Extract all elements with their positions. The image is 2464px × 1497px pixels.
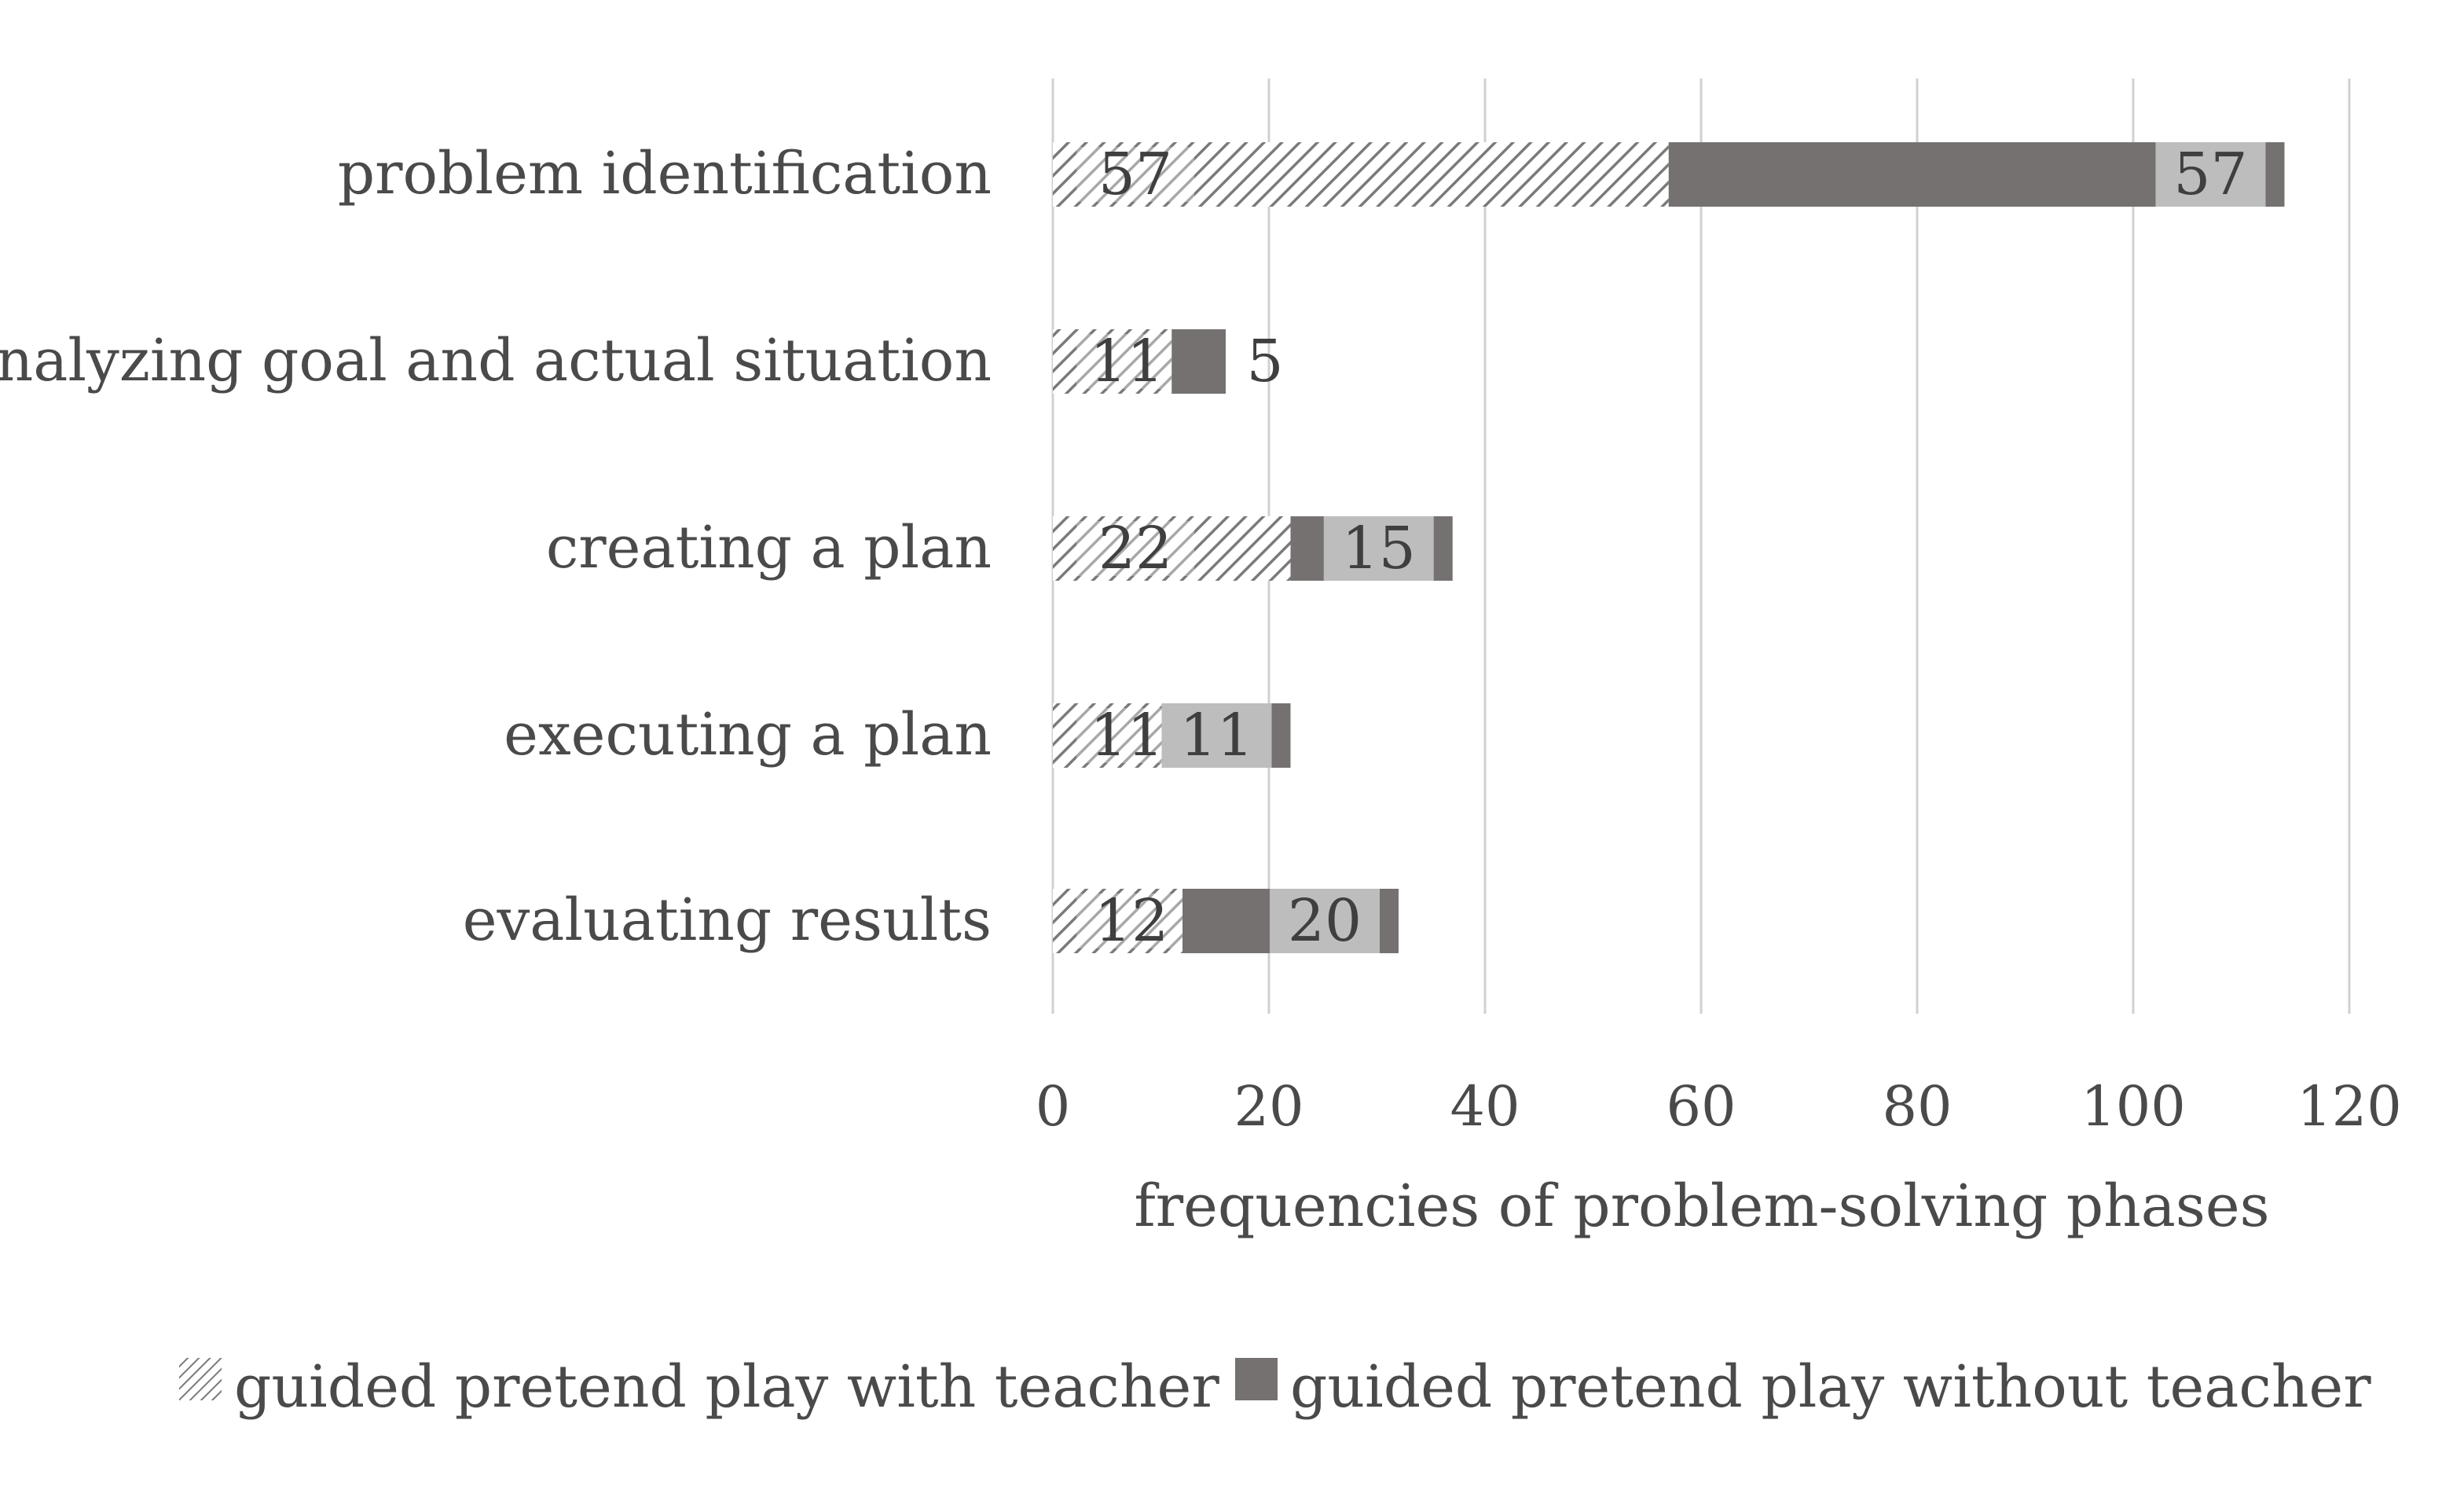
legend: guided pretend play with teacher guided p… [179, 1353, 2371, 1421]
data-label-without-teacher: 57 [2173, 141, 2247, 208]
data-label-with-teacher: 57 [1098, 141, 1172, 208]
x-tick-label-120: 120 [2297, 1074, 2402, 1139]
data-label-box-without-teacher [1161, 703, 1272, 768]
legend-swatch-without-teacher [1235, 1358, 1278, 1400]
grid-lines [1051, 79, 2351, 1014]
category-label: evaluating results [463, 886, 992, 954]
data-label-with-teacher: 11 [1090, 702, 1164, 769]
bar-without-teacher [1172, 329, 1226, 394]
data-label-with-teacher: 11 [1090, 328, 1164, 395]
data-label-bg-with-teacher [1076, 893, 1187, 948]
category-label: problem identification [338, 140, 992, 207]
bar-with-teacher [1053, 516, 1291, 581]
data-label-with-teacher: 22 [1098, 515, 1172, 582]
bar-with-teacher [1053, 142, 1669, 207]
x-tick-label-0: 0 [1036, 1074, 1071, 1139]
data-label-without-teacher: 20 [1288, 887, 1362, 955]
bar-with-teacher [1053, 889, 1182, 953]
data-label-without-teacher: 15 [1342, 515, 1416, 582]
data-label-without-teacher: 11 [1179, 702, 1253, 769]
data-label-with-teacher: 12 [1094, 887, 1168, 955]
data-label-box-without-teacher [1270, 889, 1380, 953]
data-label-without-teacher: 5 [1246, 328, 1283, 395]
bar-with-teacher [1053, 703, 1172, 768]
data-label-bg-with-teacher [1076, 521, 1194, 576]
data-label-box-without-teacher [1323, 516, 1434, 581]
data-label-bg-with-teacher [1076, 708, 1178, 763]
x-tick-label-20: 20 [1234, 1074, 1304, 1139]
data-label-bg-with-teacher [1076, 334, 1178, 389]
category-labels: problem identification analyzing goal and… [0, 140, 992, 954]
data-label-box-without-teacher [2155, 142, 2266, 207]
x-tick-label-60: 60 [1666, 1074, 1736, 1139]
x-tick-label-40: 40 [1450, 1074, 1520, 1139]
legend-label-with-teacher: guided pretend play with teacher [234, 1353, 1219, 1421]
category-label: executing a plan [504, 701, 992, 769]
x-tick-label-80: 80 [1882, 1074, 1952, 1139]
category-label: creating a plan [546, 514, 992, 582]
x-axis-title: frequencies of problem-solving phases [1134, 1172, 2269, 1240]
legend-label-without-teacher: guided pretend play without teacher [1290, 1353, 2371, 1421]
legend-swatch-with-teacher [179, 1358, 222, 1400]
bar-with-teacher [1053, 329, 1172, 394]
data-label-bg-with-teacher [1076, 147, 1194, 202]
x-tick-label-100: 100 [2081, 1074, 2186, 1139]
category-label: analyzing goal and actual situation [0, 327, 992, 394]
x-axis-ticks: 0 20 40 60 80 100 120 [1036, 1074, 2402, 1139]
